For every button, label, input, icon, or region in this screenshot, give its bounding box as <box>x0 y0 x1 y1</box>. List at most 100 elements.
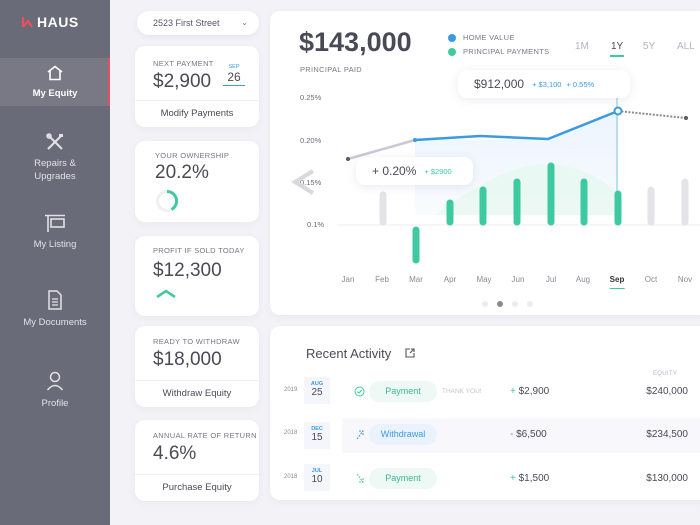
row-amount: - $6,500 <box>510 429 547 440</box>
month-label[interactable]: Mar <box>409 275 423 284</box>
sidebar-item-my-equity[interactable]: My Equity <box>0 58 110 106</box>
payment-badge[interactable]: Payment <box>369 381 437 402</box>
activity-row[interactable]: 2018 DEC 15 Withdrawal - $6,500 $234,500 <box>270 418 700 453</box>
principal-total: $143,000 <box>299 27 412 57</box>
ownership-ring-icon <box>156 189 179 212</box>
row-day: 25 <box>311 387 323 398</box>
profit-card: PROFIT IF SOLD TODAY $12,300 <box>135 236 259 316</box>
amount-sign: + <box>510 386 516 397</box>
month-label-active[interactable]: Sep <box>609 275 625 289</box>
month-label[interactable]: Jun <box>511 275 525 284</box>
sidebar-item-label: Repairs & <box>34 158 76 169</box>
chevron-down-icon: ⌄ <box>241 18 248 27</box>
amount-value: $2,900 <box>518 386 550 397</box>
modify-payments-button[interactable]: Modify Payments <box>135 100 259 127</box>
y-tick: 0.20% <box>300 136 322 145</box>
row-equity: $240,000 <box>646 386 688 397</box>
tooltip-home-delta-amount: + $3,100 <box>532 79 562 89</box>
sidebar-item-profile[interactable]: Profile <box>0 371 110 410</box>
sidebar-item-label: Profile <box>41 398 69 409</box>
next-payment-value: $2,900 <box>153 71 212 92</box>
y-tick: 0.25% <box>300 93 322 102</box>
legend-dot-icon <box>448 33 456 42</box>
row-date: AUG 25 <box>304 377 330 404</box>
row-date: DEC 15 <box>304 422 330 449</box>
range-tab-1y[interactable]: 1Y <box>609 41 625 57</box>
range-tab-5y[interactable]: 5Y <box>643 41 656 52</box>
withdraw-equity-button[interactable]: Withdraw Equity <box>135 380 259 407</box>
row-month: DEC <box>311 426 323 432</box>
row-amount: + $1,500 <box>510 473 549 484</box>
tooltip-home-delta-pct: + 0.55% <box>566 79 595 89</box>
sidebar-item-label: My Equity <box>32 88 78 99</box>
legend-label: HOME VALUE <box>463 33 515 42</box>
principal-subtitle: PRINCIPAL PAID <box>300 65 362 74</box>
amount-sign: - <box>510 429 514 440</box>
tooltip-principal-delta: + $2900 <box>424 166 452 176</box>
chevron-left-icon[interactable] <box>291 169 315 195</box>
annual-return-card: ANNUAL RATE OF RETURN 4.6% Purchase Equi… <box>135 420 259 501</box>
month-label[interactable]: Jul <box>545 275 557 284</box>
withdrawal-badge[interactable]: Withdrawal <box>369 424 437 445</box>
month-label[interactable]: Apr <box>443 275 457 284</box>
amount-value: $6,500 <box>516 429 547 440</box>
sign-icon <box>45 214 65 232</box>
chart-card: $143,000 PRINCIPAL PAID HOME VALUE PRINC… <box>270 11 700 315</box>
y-tick: 0.15% <box>300 178 322 187</box>
row-month: JUL <box>311 468 323 474</box>
sidebar-item-label: My Listing <box>33 239 77 250</box>
ownership-value: 20.2% <box>155 162 209 183</box>
principal-tooltip: + 0.20% + $2900 <box>356 157 473 185</box>
activity-row[interactable]: 2019 AUG 25 Payment THANK YOU! + $2,900 … <box>270 375 700 410</box>
tools-icon <box>46 133 63 150</box>
home-icon <box>47 65 63 81</box>
check-circle-icon <box>354 386 365 397</box>
month-label[interactable]: Oct <box>644 275 658 284</box>
next-payment-day: 26 <box>223 70 245 86</box>
address-value: 2523 First Street <box>153 18 220 28</box>
legend-label: PRINCIPAL PAYMENTS <box>463 47 550 56</box>
month-label[interactable]: Aug <box>575 275 591 284</box>
row-date: JUL 10 <box>304 464 330 491</box>
month-label[interactable]: Feb <box>375 275 389 284</box>
next-payment-month: SEP <box>228 64 240 70</box>
brand-name: HAUS <box>37 14 79 30</box>
haus-logo-icon <box>22 17 33 28</box>
month-label[interactable]: Jan <box>341 275 355 284</box>
profit-value: $12,300 <box>153 260 222 281</box>
logo[interactable]: HAUS <box>22 14 79 30</box>
row-equity: $234,500 <box>646 429 688 440</box>
payment-badge[interactable]: Payment <box>369 468 437 489</box>
annual-return-value: 4.6% <box>153 443 197 464</box>
annual-return-label: ANNUAL RATE OF RETURN <box>153 431 257 440</box>
amount-sign: + <box>510 473 516 484</box>
month-label[interactable]: Nov <box>677 275 693 284</box>
recent-activity-title: Recent Activity <box>306 346 392 361</box>
range-tab-1m[interactable]: 1M <box>575 41 589 52</box>
external-link-icon[interactable] <box>405 348 415 358</box>
sidebar-item-my-listing[interactable]: My Listing <box>0 214 110 251</box>
document-icon <box>48 290 62 310</box>
equity-column-header: EQUITY <box>653 371 678 377</box>
row-month: AUG <box>310 381 324 387</box>
row-day: 10 <box>311 474 323 485</box>
row-day: 15 <box>311 432 323 443</box>
month-label[interactable]: May <box>476 275 492 284</box>
legend-principal-payments: PRINCIPAL PAYMENTS <box>448 47 549 56</box>
address-select[interactable]: 2523 First Street ⌄ <box>137 11 259 35</box>
trend-up-icon <box>156 289 176 298</box>
purchase-equity-button[interactable]: Purchase Equity <box>135 474 259 501</box>
range-tab-all[interactable]: ALL <box>677 41 695 52</box>
legend-dot-icon <box>448 47 456 56</box>
sidebar-item-my-documents[interactable]: My Documents <box>0 290 110 329</box>
legend-home-value: HOME VALUE <box>448 33 515 42</box>
withdraw-arrow-icon <box>356 430 364 440</box>
row-year: 2018 <box>284 474 298 480</box>
withdraw-label: READY TO WITHDRAW <box>153 337 240 346</box>
row-amount: + $2,900 <box>510 386 549 397</box>
next-payment-card: NEXT PAYMENT $2,900 SEP 26 Modify Paymen… <box>135 46 259 127</box>
ownership-label: YOUR OWNERSHIP <box>155 151 230 160</box>
sidebar-item-repairs[interactable]: Repairs & Upgrades <box>0 133 110 183</box>
withdraw-card: READY TO WITHDRAW $18,000 Withdraw Equit… <box>135 326 259 407</box>
activity-row[interactable]: 2018 JUL 10 Payment + $1,500 $130,000 <box>270 462 700 497</box>
